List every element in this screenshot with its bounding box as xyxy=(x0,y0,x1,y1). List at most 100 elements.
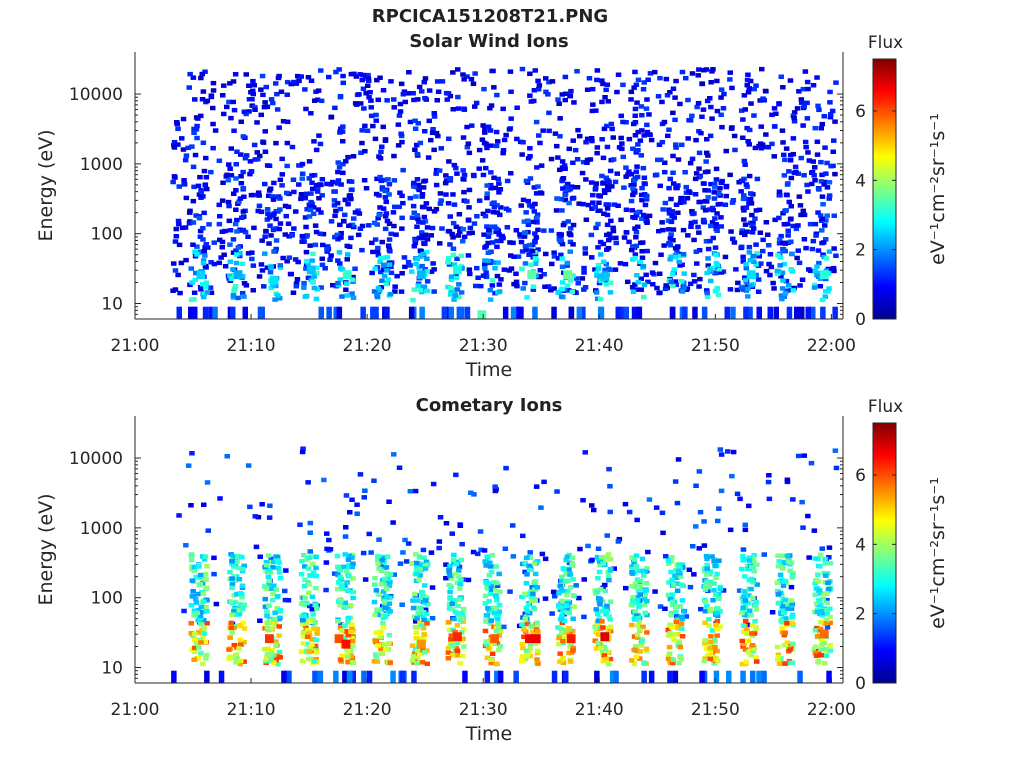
heatmap-cell xyxy=(714,287,720,292)
heatmap-cell xyxy=(459,265,465,271)
heatmap-cell xyxy=(596,595,602,601)
heatmap-cell xyxy=(205,528,211,533)
heatmap-cell xyxy=(668,254,674,259)
heatmap-cell xyxy=(757,98,763,103)
heatmap-cell xyxy=(640,165,647,171)
heatmap-cell xyxy=(776,101,782,106)
heatmap-cell xyxy=(190,220,197,225)
heatmap-cell xyxy=(623,207,630,212)
heatmap-cell xyxy=(754,176,761,182)
heatmap-cell xyxy=(305,627,311,633)
heatmap-cell xyxy=(308,619,314,624)
heatmap-cell xyxy=(822,560,829,566)
heatmap-cell xyxy=(231,286,238,292)
heatmap-cell xyxy=(745,90,752,95)
heatmap-cell xyxy=(302,577,308,582)
heatmap-cell xyxy=(574,69,580,74)
heatmap-cell xyxy=(189,451,195,456)
heatmap-cell xyxy=(832,171,838,177)
heatmap-cell xyxy=(645,279,651,285)
heatmap-cell xyxy=(557,134,563,139)
heatmap-cell xyxy=(309,642,315,648)
heatmap-cell xyxy=(433,171,439,176)
heatmap-cell xyxy=(585,202,592,208)
heatmap-cell xyxy=(749,223,756,228)
heatmap-cell xyxy=(684,286,691,291)
heatmap-cell xyxy=(335,619,341,624)
heatmap-cell xyxy=(350,595,356,601)
heatmap-cell xyxy=(370,249,376,255)
heatmap-cell xyxy=(605,184,611,189)
heatmap-cell xyxy=(742,162,748,167)
heatmap-cell xyxy=(721,91,727,97)
heatmap-cell xyxy=(401,89,408,94)
heatmap-cell xyxy=(534,559,541,564)
heatmap-cell xyxy=(309,180,315,185)
heatmap-cell xyxy=(263,562,270,568)
heatmap-cell xyxy=(265,634,274,644)
heatmap-cell xyxy=(460,135,467,140)
heatmap-cell xyxy=(195,591,201,597)
heatmap-cell xyxy=(742,107,748,112)
heatmap-cell xyxy=(677,574,684,579)
heatmap-cell xyxy=(534,585,541,590)
heatmap-cell xyxy=(299,239,305,244)
heatmap-cell xyxy=(241,563,247,569)
heatmap-cell xyxy=(740,205,747,211)
heatmap-cell xyxy=(702,609,709,614)
heatmap-cell xyxy=(456,212,463,217)
heatmap-cell xyxy=(600,625,606,630)
heatmap-cell xyxy=(672,632,678,637)
heatmap-cell xyxy=(378,269,384,275)
heatmap-cell xyxy=(566,634,576,644)
heatmap-cell xyxy=(714,108,721,114)
heatmap-cell xyxy=(666,207,672,212)
heatmap-cell xyxy=(779,626,785,631)
heatmap-cell xyxy=(274,91,280,97)
heatmap-cell xyxy=(308,191,314,196)
heatmap-cell xyxy=(582,246,588,251)
heatmap-cell xyxy=(751,113,757,118)
heatmap-cell xyxy=(779,593,785,598)
heatmap-cell xyxy=(212,306,218,319)
heatmap-cell xyxy=(375,607,382,613)
heatmap-cell xyxy=(247,171,253,177)
heatmap-cell xyxy=(383,211,390,216)
heatmap-cell xyxy=(203,577,209,582)
heatmap-cell xyxy=(445,256,452,261)
heatmap-cell xyxy=(629,208,635,213)
heatmap-cell xyxy=(217,496,223,501)
heatmap-cell xyxy=(487,288,494,293)
heatmap-cell xyxy=(485,234,492,239)
heatmap-cell xyxy=(675,632,681,637)
heatmap-cell xyxy=(530,284,537,289)
heatmap-cell xyxy=(644,220,650,225)
heatmap-cell xyxy=(234,252,240,257)
heatmap-cell xyxy=(669,213,675,218)
heatmap-cell xyxy=(782,630,788,635)
heatmap-cell xyxy=(766,473,772,478)
heatmap-cell xyxy=(198,189,204,195)
heatmap-cell xyxy=(781,643,787,648)
heatmap-cell xyxy=(250,288,256,293)
heatmap-cell xyxy=(675,183,681,188)
heatmap-cell xyxy=(303,249,310,255)
heatmap-cell xyxy=(820,306,826,319)
heatmap-cell xyxy=(312,643,319,649)
heatmap-cell xyxy=(424,256,430,262)
heatmap-cell xyxy=(825,580,831,586)
heatmap-cell xyxy=(422,563,429,568)
heatmap-cell xyxy=(318,98,325,104)
heatmap-cell xyxy=(670,602,676,608)
heatmap-cell xyxy=(674,500,681,506)
heatmap-cell xyxy=(561,618,568,624)
heatmap-cell xyxy=(606,179,612,185)
heatmap-cell xyxy=(350,561,356,566)
heatmap-cell xyxy=(314,287,321,292)
heatmap-cell xyxy=(206,222,212,227)
heatmap-cell xyxy=(702,641,708,646)
heatmap-cell xyxy=(633,82,640,87)
heatmap-cell xyxy=(784,621,790,626)
heatmap-cell xyxy=(254,120,260,125)
heatmap-cell xyxy=(632,215,638,221)
